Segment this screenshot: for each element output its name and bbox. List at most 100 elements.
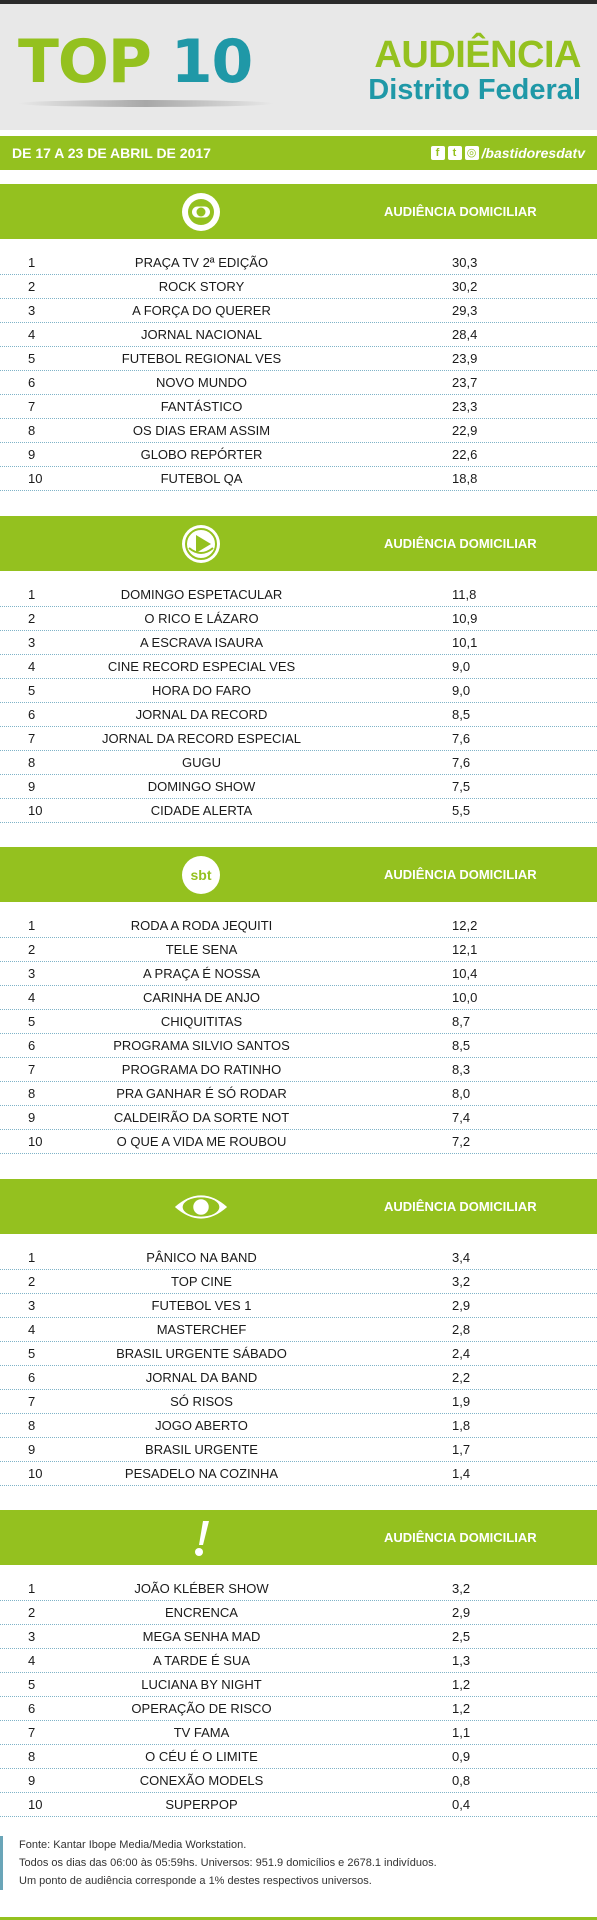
table-row: 4 MASTERCHEF 2,8 [0,1318,597,1342]
ranking-list: 1 RODA A RODA JEQUITI 12,2 2 TELE SENA 12,1 … [0,914,597,1154]
rank: 6 [28,707,36,722]
rating-value: 3,2 [452,1581,471,1596]
universe-line: Todos os dias das 06:00 às 05:59hs. Univ… [19,1857,437,1869]
social-handle[interactable]: /bastidoresdatv [481,145,585,161]
ranking-list: 1 PÂNICO NA BAND 3,4 2 TOP CINE 3,2 3 FUTEBOL… [0,1246,597,1486]
rank: 2 [28,279,36,294]
rating-value: 8,0 [452,1086,471,1101]
rating-definition-line: Um ponto de audiência corresponde a 1% d… [19,1875,372,1887]
program-name: A FORÇA DO QUERER [132,303,271,318]
rank: 3 [28,1629,36,1644]
table-row: 5 LUCIANA BY NIGHT 1,2 [0,1673,597,1697]
date-bar: DE 17 A 23 DE ABRIL DE 2017 f t ◎ /basti… [0,136,597,170]
rank: 1 [28,1581,36,1596]
redetv-logo-icon [195,1521,209,1556]
table-row: 2 ROCK STORY 30,2 [0,275,597,299]
rating-value: 1,7 [452,1442,471,1457]
rank: 8 [28,755,36,770]
program-name: PRA GANHAR É SÓ RODAR [116,1086,287,1101]
program-name: ENCRENCA [165,1605,238,1620]
table-row: 7 JORNAL DA RECORD ESPECIAL 7,6 [0,727,597,751]
table-row: 2 TOP CINE 3,2 [0,1270,597,1294]
rating-value: 12,2 [452,918,478,933]
table-row: 2 TELE SENA 12,1 [0,938,597,962]
program-name: O QUE A VIDA ME ROUBOU [116,1134,287,1149]
rating-value: 5,5 [452,803,471,818]
rating-value: 0,9 [452,1749,471,1764]
table-row: 9 GLOBO REPÓRTER 22,6 [0,443,597,467]
program-name: PESADELO NA COZINHA [124,1466,279,1481]
program-name: MEGA SENHA MAD [142,1629,261,1644]
table-row: 10 CIDADE ALERTA 5,5 [0,799,597,823]
band-logo-icon [174,1195,228,1219]
rating-value: 10,0 [452,990,478,1005]
rank: 2 [28,942,36,957]
audience-label: AUDIÊNCIA DOMICILIAR [384,1199,537,1214]
footer-text: Fonte: Kantar Ibope Media/Media Workstat… [0,1836,597,1890]
rating-value: 1,4 [452,1466,471,1481]
audience-label: AUDIÊNCIA DOMICILIAR [384,867,537,882]
table-row: 10 SUPERPOP 0,4 [0,1793,597,1817]
rank: 7 [28,399,36,414]
rank: 4 [28,327,36,342]
hero-header: TOP 10 AUDIÊNCIA Distrito Federal [0,4,597,130]
program-name: A TARDE É SUA [152,1653,251,1668]
social-links: f t ◎ /bastidoresdatv [430,145,585,161]
rank: 8 [28,1086,36,1101]
program-name: OS DIAS ERAM ASSIM [132,423,271,438]
table-row: 7 SÓ RISOS 1,9 [0,1390,597,1414]
facebook-icon[interactable]: f [430,146,445,160]
program-name: FUTEBOL QA [160,471,243,486]
instagram-icon[interactable]: ◎ [464,146,479,160]
table-row: 1 PÂNICO NA BAND 3,4 [0,1246,597,1270]
channel-header: AUDIÊNCIA DOMICILIAR [0,184,597,239]
table-row: 10 O QUE A VIDA ME ROUBOU 7,2 [0,1130,597,1154]
table-row: 6 JORNAL DA RECORD 8,5 [0,703,597,727]
rating-value: 18,8 [452,471,478,486]
table-row: 9 BRASIL URGENTE 1,7 [0,1438,597,1462]
rank: 10 [28,1797,43,1812]
rating-value: 2,8 [452,1322,471,1337]
rating-value: 1,1 [452,1725,471,1740]
rank: 5 [28,1014,36,1029]
program-name: SUPERPOP [165,1797,238,1812]
program-name: CONEXÃO MODELS [139,1773,264,1788]
program-name: FANTÁSTICO [160,399,243,414]
rank: 5 [28,1677,36,1692]
program-name: PROGRAMA DO RATINHO [121,1062,282,1077]
rank: 3 [28,635,36,650]
rank: 10 [28,471,43,486]
rating-value: 7,4 [452,1110,471,1125]
twitter-icon[interactable]: t [447,146,462,160]
channel-globo: AUDIÊNCIA DOMICILIAR 1 PRAÇA TV 2ª EDIÇÃO… [0,184,597,491]
program-name: BRASIL URGENTE SÁBADO [116,1346,287,1361]
rating-value: 0,8 [452,1773,471,1788]
program-name: TV FAMA [173,1725,230,1740]
rank: 8 [28,1418,36,1433]
ranking-list: 1 PRAÇA TV 2ª EDIÇÃO 30,3 2 ROCK STORY 30,2 … [0,251,597,491]
rank: 2 [28,1274,36,1289]
program-name: CHIQUITITAS [160,1014,243,1029]
table-row: 3 MEGA SENHA MAD 2,5 [0,1625,597,1649]
rank: 1 [28,1250,36,1265]
program-name: CINE RECORD ESPECIAL VES [107,659,296,674]
program-name: PRAÇA TV 2ª EDIÇÃO [134,255,269,270]
rank: 4 [28,1653,36,1668]
rating-value: 28,4 [452,327,478,342]
rank: 7 [28,1062,36,1077]
program-name: HORA DO FARO [152,683,251,698]
table-row: 3 FUTEBOL VES 1 2,9 [0,1294,597,1318]
program-name: PROGRAMA SILVIO SANTOS [113,1038,290,1053]
rating-value: 1,3 [452,1653,471,1668]
rating-value: 2,2 [452,1370,471,1385]
table-row: 4 A TARDE É SUA 1,3 [0,1649,597,1673]
program-name: CARINHA DE ANJO [142,990,261,1005]
rating-value: 12,1 [452,942,478,957]
program-name: CALDEIRÃO DA SORTE NOT [113,1110,290,1125]
audience-label: AUDIÊNCIA DOMICILIAR [384,1530,537,1545]
rank: 1 [28,587,36,602]
audience-label: AUDIÊNCIA DOMICILIAR [384,536,537,551]
channel-header: sbt AUDIÊNCIA DOMICILIAR [0,847,597,902]
table-row: 4 CINE RECORD ESPECIAL VES 9,0 [0,655,597,679]
table-row: 1 DOMINGO ESPETACULAR 11,8 [0,583,597,607]
